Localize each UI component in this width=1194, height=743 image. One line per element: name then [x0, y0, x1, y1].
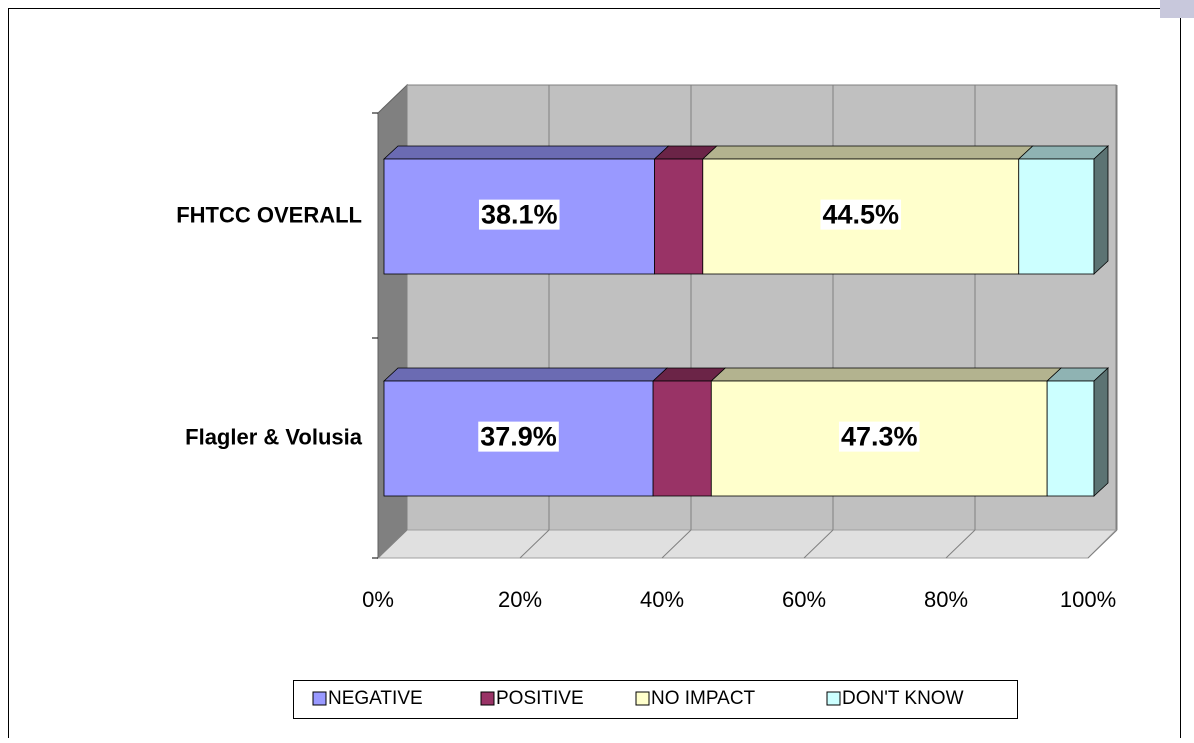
- bar-top: [382, 145, 670, 160]
- x-tick-label: 80%: [924, 587, 968, 612]
- legend-swatch: [635, 691, 650, 706]
- x-tick-label: 0%: [362, 587, 394, 612]
- bar: [1018, 158, 1095, 275]
- data-label-bg: [478, 199, 560, 230]
- legend-swatch: [480, 691, 495, 706]
- bar: [652, 380, 712, 497]
- data-label: 47.3%: [841, 422, 918, 452]
- floor: [376, 529, 1118, 559]
- data-label-bg: [478, 421, 559, 452]
- bar-top: [1017, 145, 1110, 160]
- data-label: 38.1%: [481, 200, 558, 230]
- x-tick-label: 40%: [640, 587, 684, 612]
- bar-top: [710, 367, 1063, 382]
- floor-grid-line: [519, 529, 550, 559]
- data-label: 37.9%: [480, 422, 557, 452]
- floor-grid-line: [1087, 529, 1118, 559]
- corner-box: [1160, 0, 1194, 18]
- legend-label: DON'T KNOW: [842, 688, 964, 709]
- x-tick-label: 100%: [1060, 587, 1116, 612]
- bar-side: [1093, 145, 1109, 275]
- legend-label: NO IMPACT: [651, 688, 756, 709]
- category-label: Flagler & Volusia: [185, 424, 363, 449]
- bar-top: [701, 145, 1034, 160]
- legend-swatch: [826, 691, 841, 706]
- data-label-bg: [838, 421, 920, 452]
- bar: [654, 158, 704, 275]
- floor-grid-line: [377, 529, 408, 559]
- legend-label: NEGATIVE: [328, 688, 423, 709]
- bar: [1046, 380, 1095, 497]
- x-tick-label: 60%: [782, 587, 826, 612]
- data-label-bg: [820, 199, 902, 230]
- floor-grid-line: [661, 529, 692, 559]
- legend-label: POSITIVE: [496, 688, 584, 709]
- category-label: FHTCC OVERALL: [176, 202, 362, 227]
- legend-swatch: [312, 691, 327, 706]
- floor-grid-line: [803, 529, 834, 559]
- bar-top: [382, 367, 669, 382]
- data-label: 44.5%: [822, 200, 899, 230]
- floor-grid-line: [945, 529, 976, 559]
- bar-side: [1093, 367, 1109, 497]
- legend-box: [293, 680, 1018, 719]
- x-tick-label: 20%: [498, 587, 542, 612]
